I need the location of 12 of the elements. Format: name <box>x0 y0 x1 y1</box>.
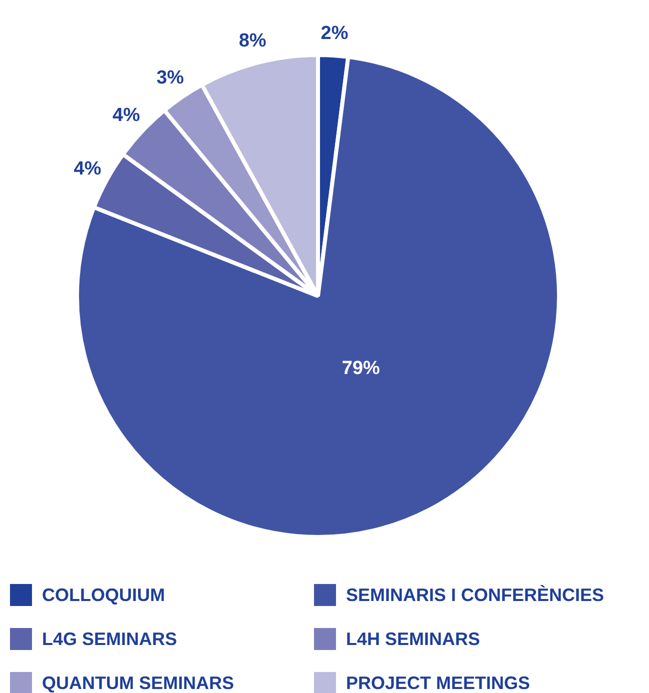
legend-label: L4G SEMINARS <box>42 628 178 650</box>
legend-label: PROJECT MEETINGS <box>346 672 530 693</box>
legend-label: COLLOQUIUM <box>42 584 165 606</box>
legend-label: SEMINARIS I CONFERÈNCIES <box>346 584 604 606</box>
legend-label: QUANTUM SEMINARS <box>42 672 234 693</box>
data-label: 79% <box>342 358 380 379</box>
data-label: 4% <box>74 158 102 180</box>
data-label: 3% <box>156 68 184 89</box>
legend-label: L4H SEMINARS <box>346 628 480 650</box>
data-label: 4% <box>112 105 140 126</box>
data-label: 2% <box>320 22 348 44</box>
data-label: 8% <box>238 30 266 52</box>
